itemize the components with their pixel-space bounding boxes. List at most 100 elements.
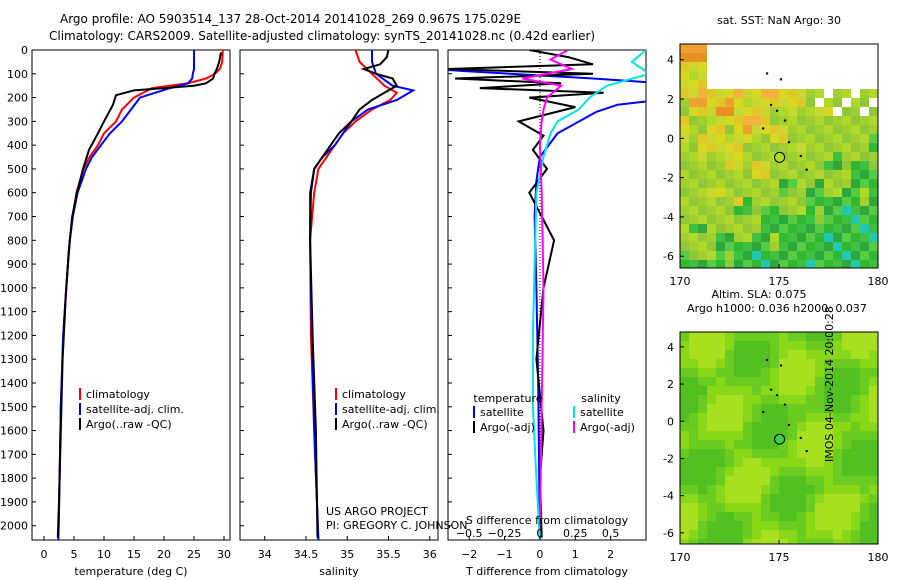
- sla-map-cell: [725, 386, 735, 396]
- sla-map-cell: [770, 521, 780, 531]
- sla-map-cell: [743, 395, 753, 405]
- sla-map-cell: [743, 377, 753, 387]
- sst-map-cell: [806, 260, 816, 268]
- difference-top-xtick-label: 0.25: [563, 527, 588, 540]
- sst-map-cell: [770, 179, 780, 189]
- difference-frame: [447, 49, 647, 541]
- sla-map-cell: [779, 458, 789, 468]
- sst-map-cell: [680, 152, 690, 162]
- sst-map-cell: [743, 233, 753, 243]
- sst-map-cell: [833, 107, 843, 117]
- sla-map-cell: [869, 431, 878, 441]
- sst-map-cell: [707, 251, 717, 261]
- sst-map-cell: [797, 143, 807, 153]
- sla-map-cell: [680, 431, 690, 441]
- sst-map-cell: [734, 62, 744, 72]
- sla-map-cell: [716, 512, 726, 522]
- sla-map-cell: [752, 503, 762, 513]
- sst-map-cell: [680, 89, 690, 99]
- sst-map-cell: [743, 62, 753, 72]
- sla-map-cell: [806, 368, 816, 378]
- sst-map-cell: [680, 224, 690, 234]
- sst-map-cell: [725, 134, 735, 144]
- sla-map-track-point: [805, 449, 808, 453]
- sla-map-cell: [752, 449, 762, 459]
- sla-map-cell: [806, 413, 816, 423]
- sst-map-cell: [869, 98, 878, 108]
- sst-map-cell: [851, 134, 861, 144]
- difference-series-line-1: [448, 50, 604, 538]
- sst-map-cell: [788, 161, 798, 171]
- sst-map-cell: [707, 89, 717, 99]
- sst-map-ytick-label: 0: [667, 132, 674, 145]
- sst-map-cell: [851, 44, 861, 54]
- sst-map-cell: [788, 251, 798, 261]
- sst-map-cell: [770, 251, 780, 261]
- sst-map-cell: [743, 215, 753, 225]
- sst-map-cell: [743, 44, 753, 54]
- sst-map-cell: [770, 98, 780, 108]
- sla-map-cell: [698, 467, 708, 477]
- temperature-ytick-label: 1500: [0, 401, 28, 414]
- sla-map-cell: [734, 503, 744, 513]
- sst-map-cell: [860, 89, 870, 99]
- sst-map-cell: [797, 107, 807, 117]
- sst-map-cell: [698, 134, 708, 144]
- sla-map-cell: [734, 350, 744, 360]
- sst-map-cell: [797, 89, 807, 99]
- sla-map-cell: [869, 467, 878, 477]
- sla-map-cell: [770, 458, 780, 468]
- sla-map-cell: [824, 422, 834, 432]
- sla-map-cell: [725, 350, 735, 360]
- sla-map-cell: [815, 359, 825, 369]
- sst-map-cell: [689, 197, 699, 207]
- sst-map-cell: [725, 188, 735, 198]
- sla-map-cell: [869, 386, 878, 396]
- sst-map-cell: [833, 134, 843, 144]
- sla-map-cell: [860, 332, 870, 342]
- sla-map-cell: [815, 395, 825, 405]
- sla-map-cell: [779, 512, 789, 522]
- sst-map-cell: [833, 179, 843, 189]
- sla-map-cell: [680, 350, 690, 360]
- sla-map-cell: [716, 377, 726, 387]
- sla-map-cell: [707, 539, 717, 544]
- sla-map-cell: [869, 404, 878, 414]
- sla-map-cell: [806, 476, 816, 486]
- sst-map-cell: [752, 62, 762, 72]
- sla-map-cell: [860, 386, 870, 396]
- sla-map-cell: [788, 503, 798, 513]
- sla-map-cell: [716, 431, 726, 441]
- sst-map-cell: [851, 242, 861, 252]
- sst-map-cell: [734, 215, 744, 225]
- sst-map-cell: [770, 107, 780, 117]
- sla-map-cell: [725, 512, 735, 522]
- salinity-series-group: [309, 50, 416, 540]
- sla-map-cell: [869, 359, 878, 369]
- sla-map-cell: [779, 413, 789, 423]
- sla-map-cell: [860, 413, 870, 423]
- sst-map-cell: [725, 170, 735, 180]
- sla-map-cell: [797, 476, 807, 486]
- sst-map-cell: [860, 215, 870, 225]
- sla-map-cell: [851, 485, 861, 495]
- temperature-ytick-label: 1800: [0, 472, 28, 485]
- sla-map-cell: [698, 485, 708, 495]
- sla-map-cell: [734, 386, 744, 396]
- sst-map-cell: [698, 116, 708, 126]
- sst-map-cell: [707, 98, 717, 108]
- sst-map-cell: [725, 143, 735, 153]
- sst-map-cell: [842, 71, 852, 81]
- sst-map-cell: [752, 215, 762, 225]
- sst-map-cell: [707, 107, 717, 117]
- sst-map-cell: [770, 161, 780, 171]
- sst-map-cell: [869, 197, 878, 207]
- sla-map-cell: [824, 404, 834, 414]
- sla-map-cell: [779, 422, 789, 432]
- difference-xtick-label: 0: [536, 548, 543, 561]
- sst-map-cell: [851, 179, 861, 189]
- sla-map-cell: [743, 359, 753, 369]
- sla-map-cell: [707, 476, 717, 486]
- sst-map-cell: [842, 161, 852, 171]
- sst-map-cell: [752, 179, 762, 189]
